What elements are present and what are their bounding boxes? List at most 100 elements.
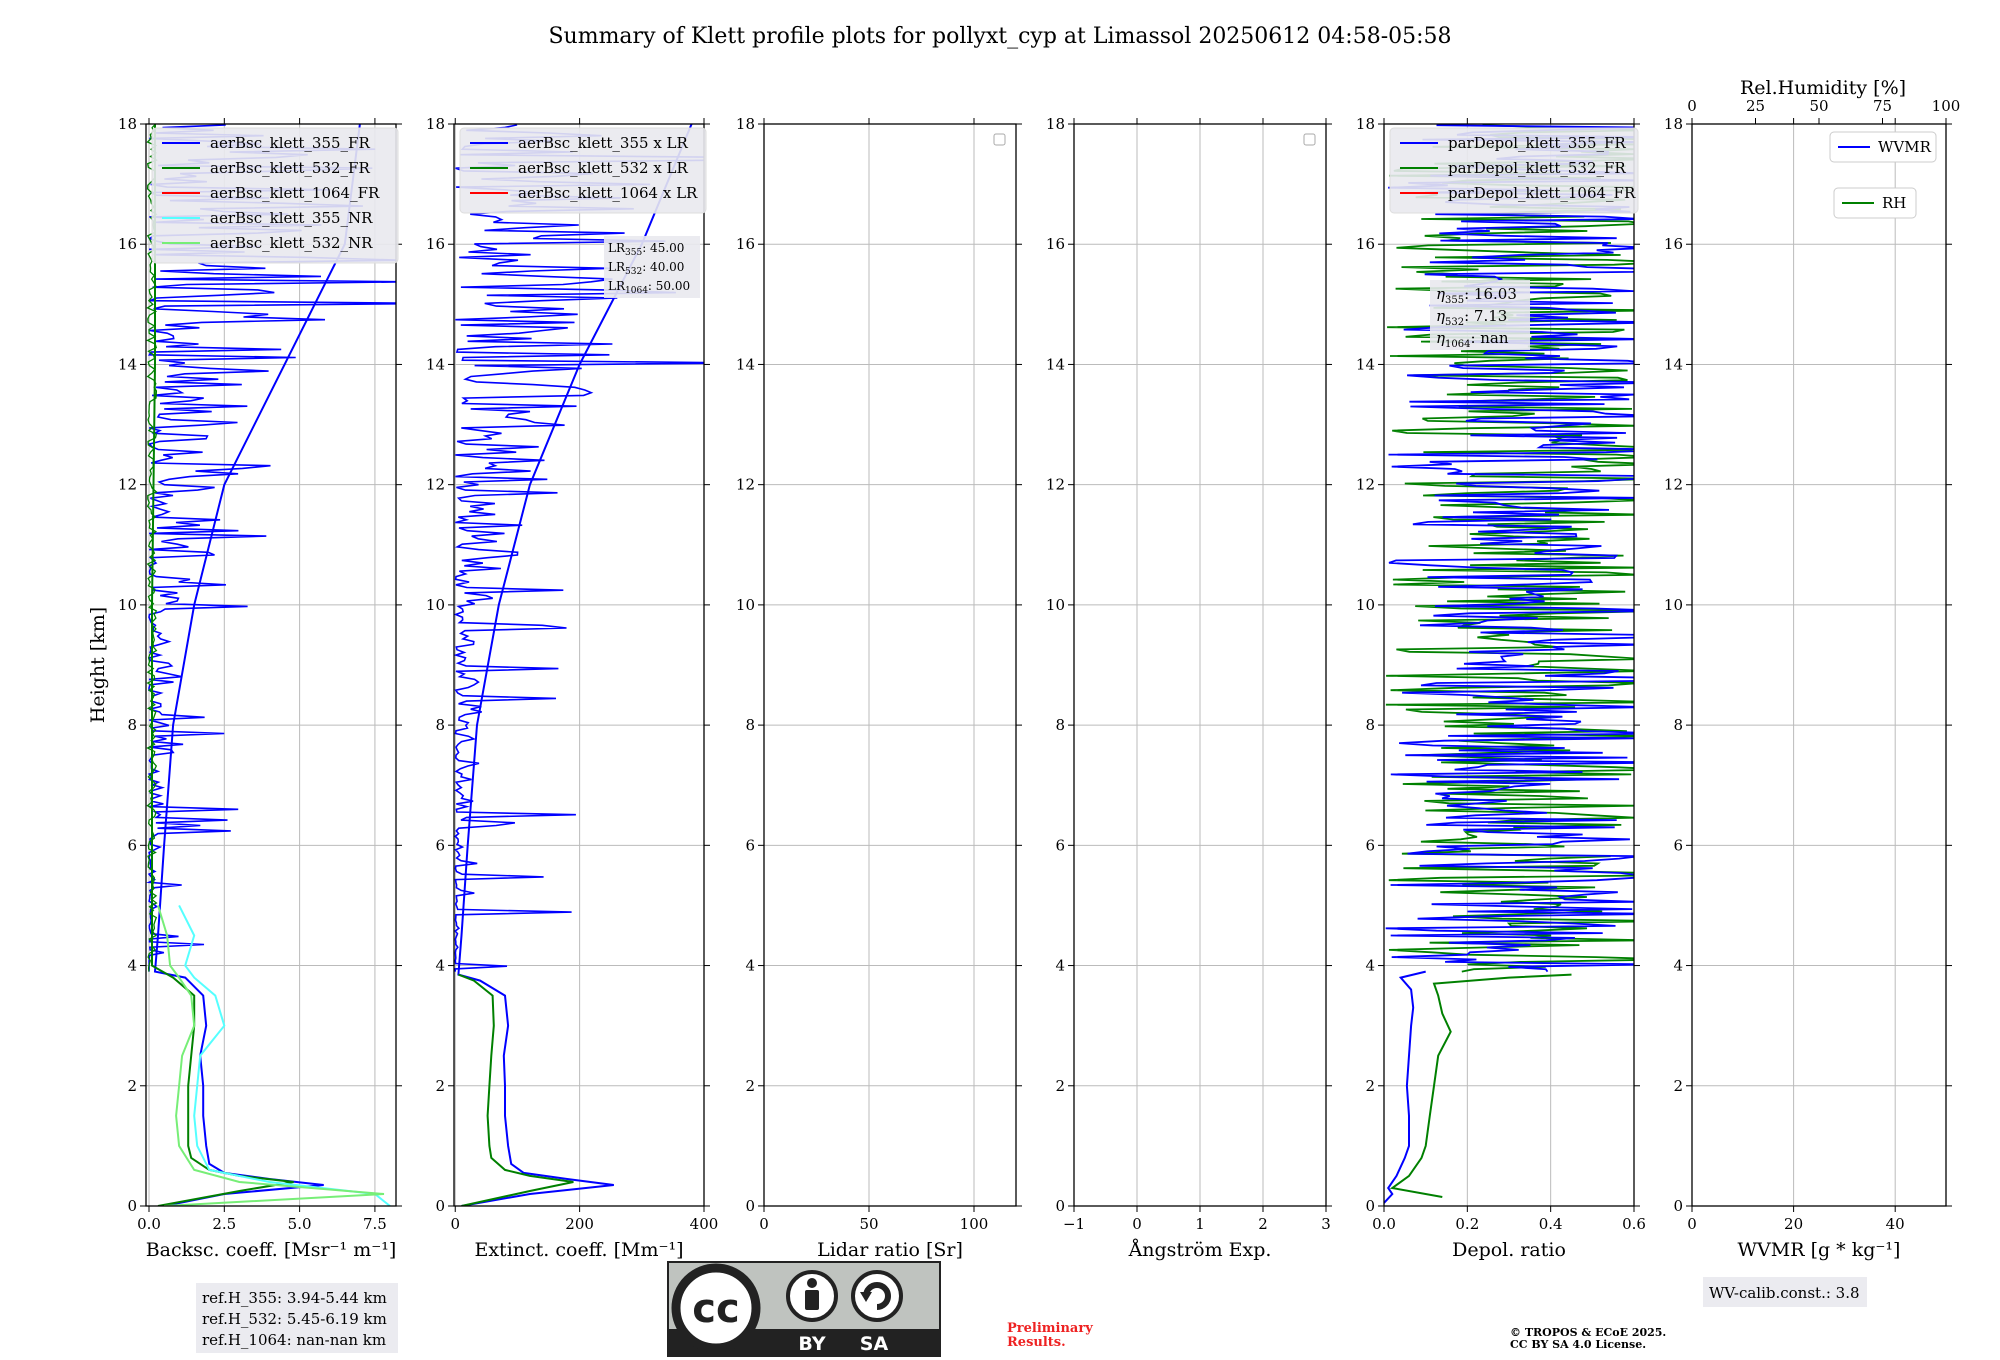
cc-sa-label: SA	[860, 1333, 889, 1355]
y-tick-label: 4	[1673, 957, 1683, 975]
eta-info-line: η532: 7.13	[1436, 307, 1507, 328]
cc-license-badge: cc BY SA	[667, 1261, 941, 1357]
lr-info-line: LR1064: 50.00	[608, 279, 690, 296]
series-group	[146, 124, 396, 1206]
series-group	[454, 124, 704, 1206]
x-tick-label: 40	[1886, 1215, 1905, 1233]
copyright-line-2: CC BY SA 4.0 License.	[1510, 1338, 1646, 1351]
y-tick-label: 6	[745, 836, 755, 854]
y-tick-label: 14	[1664, 355, 1683, 373]
y-tick-label: 2	[1673, 1077, 1683, 1095]
panel-lr: 0 50 100 0 2 4 6 8 10 12 14 16 18 Lidar ratio [Sr]	[736, 115, 1022, 1261]
y-tick-label: 18	[426, 115, 445, 133]
y-tick-label: 10	[1356, 596, 1375, 614]
x-axis-label: WVMR [g * kg⁻¹]	[1738, 1239, 1901, 1261]
preliminary-line-1: Preliminary	[1007, 1321, 1093, 1336]
wv-calib-box	[1703, 1277, 1867, 1307]
y-tick-label: 4	[745, 957, 755, 975]
top-tick-label: 75	[1873, 97, 1892, 115]
x-axis-label: Backsc. coeff. [Msr⁻¹ m⁻¹]	[146, 1239, 397, 1261]
y-tick-label: 14	[118, 355, 137, 373]
y-tick-label: 6	[435, 836, 445, 854]
y-tick-label: 6	[127, 836, 137, 854]
x-tick-label: 7.5	[363, 1215, 387, 1233]
y-tick-label: 18	[736, 115, 755, 133]
panel-ext: 0 200 400 0 2 4 6 8 10 12 14 16 18 Extinct. coeff. [M…	[426, 115, 719, 1261]
y-tick-label: 12	[1046, 476, 1065, 494]
y-tick-label: 0	[435, 1197, 445, 1215]
x-tick-label: 20	[1784, 1215, 1803, 1233]
figure-title: Summary of Klett profile plots for polly…	[548, 24, 1451, 49]
y-tick-label: 16	[1664, 235, 1683, 253]
axes-frame	[453, 123, 705, 1207]
legend-label: aerBsc_klett_1064 x LR	[518, 184, 698, 202]
legend-label: parDepol_klett_532_FR	[1448, 159, 1626, 177]
y-tick-label: 0	[1673, 1197, 1683, 1215]
y-tick-label: 12	[118, 476, 137, 494]
y-tick-label: 2	[435, 1077, 445, 1095]
legend-label: parDepol_klett_355_FR	[1448, 134, 1626, 152]
noise-355-trace	[1385, 124, 1634, 973]
legend-label: WVMR	[1878, 138, 1932, 156]
y-tick-label: 8	[745, 716, 755, 734]
copyright-line-1: © TROPOS & ECoE 2025.	[1510, 1326, 1666, 1339]
series-line	[1389, 973, 1572, 1198]
panel-dep: 0.0 0.2 0.4 0.6 0 2 4 6 8 10 12 14 16 18 Depol. ratio p…	[1356, 115, 1646, 1261]
y-tick-label: 10	[736, 596, 755, 614]
eta-info-line: η355: 16.03	[1436, 285, 1517, 306]
x-tick-label: 2	[1258, 1215, 1268, 1233]
x-tick-label: 1	[1195, 1215, 1205, 1233]
empty-legend-box	[1303, 133, 1316, 146]
x-tick-label: 5.0	[288, 1215, 312, 1233]
wv-calib-text: WV-calib.const.: 3.8	[1709, 1284, 1860, 1302]
y-tick-label: 2	[127, 1077, 137, 1095]
panel-wv: 0 20 40 0 2 4 6 8 10 12 14 16 18 WVMR [g * kg⁻¹] 0 25 50…	[1664, 77, 1960, 1307]
preliminary-line-2: Results.	[1007, 1335, 1066, 1350]
x-tick-label: 2.5	[212, 1215, 236, 1233]
x-tick-label: 0	[1132, 1215, 1142, 1233]
y-tick-label: 16	[118, 235, 137, 253]
y-tick-label: 4	[435, 957, 445, 975]
cc-icon-text: cc	[692, 1286, 739, 1332]
y-tick-label: 16	[1046, 235, 1065, 253]
y-tick-label: 8	[435, 716, 445, 734]
eta-info-box	[1430, 280, 1530, 350]
y-tick-label: 16	[426, 235, 445, 253]
axes-frame	[1383, 123, 1635, 1207]
y-tick-label: 2	[1365, 1077, 1375, 1095]
person-icon	[786, 1270, 838, 1322]
x-tick-label: 400	[690, 1215, 719, 1233]
top-tick-label: 0	[1687, 97, 1697, 115]
y-tick-label: 14	[736, 355, 755, 373]
ref-height-box	[196, 1283, 398, 1353]
x-tick-label: 200	[565, 1215, 594, 1233]
x-axis-label: Ångström Exp.	[1128, 1239, 1272, 1261]
lr-info-line: LR355: 45.00	[608, 241, 684, 258]
y-tick-label: 8	[1055, 716, 1065, 734]
x-tick-label: 0.0	[137, 1215, 161, 1233]
x-tick-label: 0.0	[1372, 1215, 1396, 1233]
y-tick-label: 6	[1055, 836, 1065, 854]
legend-label: RH	[1882, 194, 1906, 212]
axes-frame	[763, 123, 1017, 1207]
y-tick-label: 4	[1055, 957, 1065, 975]
ref-height-line: ref.H_1064: nan-nan km	[202, 1331, 386, 1349]
series-line	[458, 973, 574, 1206]
y-tick-label: 18	[1664, 115, 1683, 133]
y-tick-label: 12	[426, 476, 445, 494]
legend-label: aerBsc_klett_1064_FR	[210, 184, 380, 202]
y-tick-label: 6	[1365, 836, 1375, 854]
x-tick-label: 0.2	[1455, 1215, 1479, 1233]
noise-355-trace	[454, 124, 704, 972]
x-axis-label: Extinct. coeff. [Mm⁻¹]	[474, 1239, 683, 1261]
ref-height-line: ref.H_532: 5.45-6.19 km	[202, 1310, 387, 1328]
y-tick-label: 14	[1356, 355, 1375, 373]
y-tick-label: 10	[118, 596, 137, 614]
x-tick-label: 3	[1321, 1215, 1331, 1233]
y-tick-label: 10	[1046, 596, 1065, 614]
noise-355-trace	[146, 124, 396, 972]
share-alike-icon	[851, 1270, 903, 1322]
